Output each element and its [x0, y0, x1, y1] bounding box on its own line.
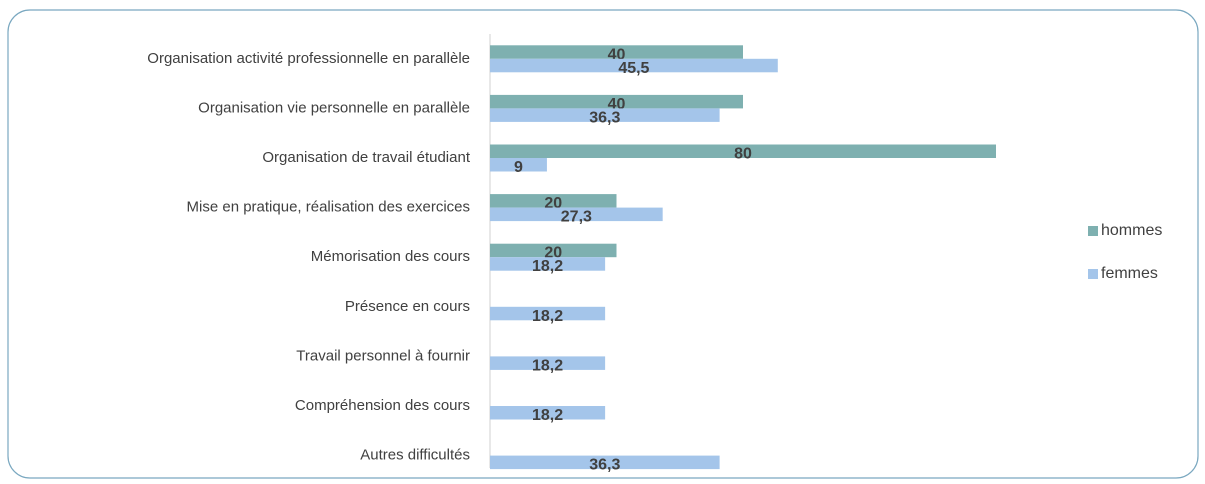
bar: [490, 207, 663, 222]
bar: [490, 243, 617, 258]
category-label: Organisation vie personnelle en parallèl…: [198, 99, 470, 116]
bar: [490, 406, 606, 420]
bar: [490, 356, 606, 370]
category-label: Mise en pratique, réalisation des exerci…: [187, 199, 470, 216]
category-label: Mémorisation des cours: [311, 248, 470, 265]
data-label: 45,5: [618, 60, 649, 77]
chart-border: [7, 9, 1199, 479]
data-label: 36,3: [589, 109, 620, 126]
category-label: Travail personnel à fournir: [296, 347, 470, 364]
bar: [490, 144, 996, 158]
bar: [490, 158, 547, 172]
bar: [490, 108, 720, 122]
bar: [490, 306, 606, 321]
data-label: 18,2: [532, 407, 563, 424]
legend-swatch: [1088, 226, 1098, 236]
bar: [490, 94, 743, 109]
data-label: 18,2: [532, 258, 563, 275]
bar: [490, 45, 743, 59]
category-label: Organisation de travail étudiant: [262, 149, 470, 166]
category-label: Présence en cours: [345, 298, 470, 315]
data-label: 9: [514, 159, 523, 176]
data-label: 36,3: [589, 457, 620, 474]
bar: [490, 257, 606, 271]
category-label: Compréhension des cours: [295, 397, 470, 414]
bar: [490, 58, 778, 73]
data-label: 80: [734, 145, 752, 162]
data-label: 27,3: [561, 209, 592, 226]
legend-label: femmes: [1101, 265, 1158, 282]
bar: [490, 455, 720, 470]
category-label: Autres difficultés: [360, 447, 470, 464]
legend-label: hommes: [1101, 222, 1162, 239]
data-label: 18,2: [532, 308, 563, 325]
legend-swatch: [1088, 269, 1098, 279]
category-label: Organisation activité professionnelle en…: [147, 50, 470, 67]
bar: [490, 194, 617, 208]
data-label: 18,2: [532, 357, 563, 374]
